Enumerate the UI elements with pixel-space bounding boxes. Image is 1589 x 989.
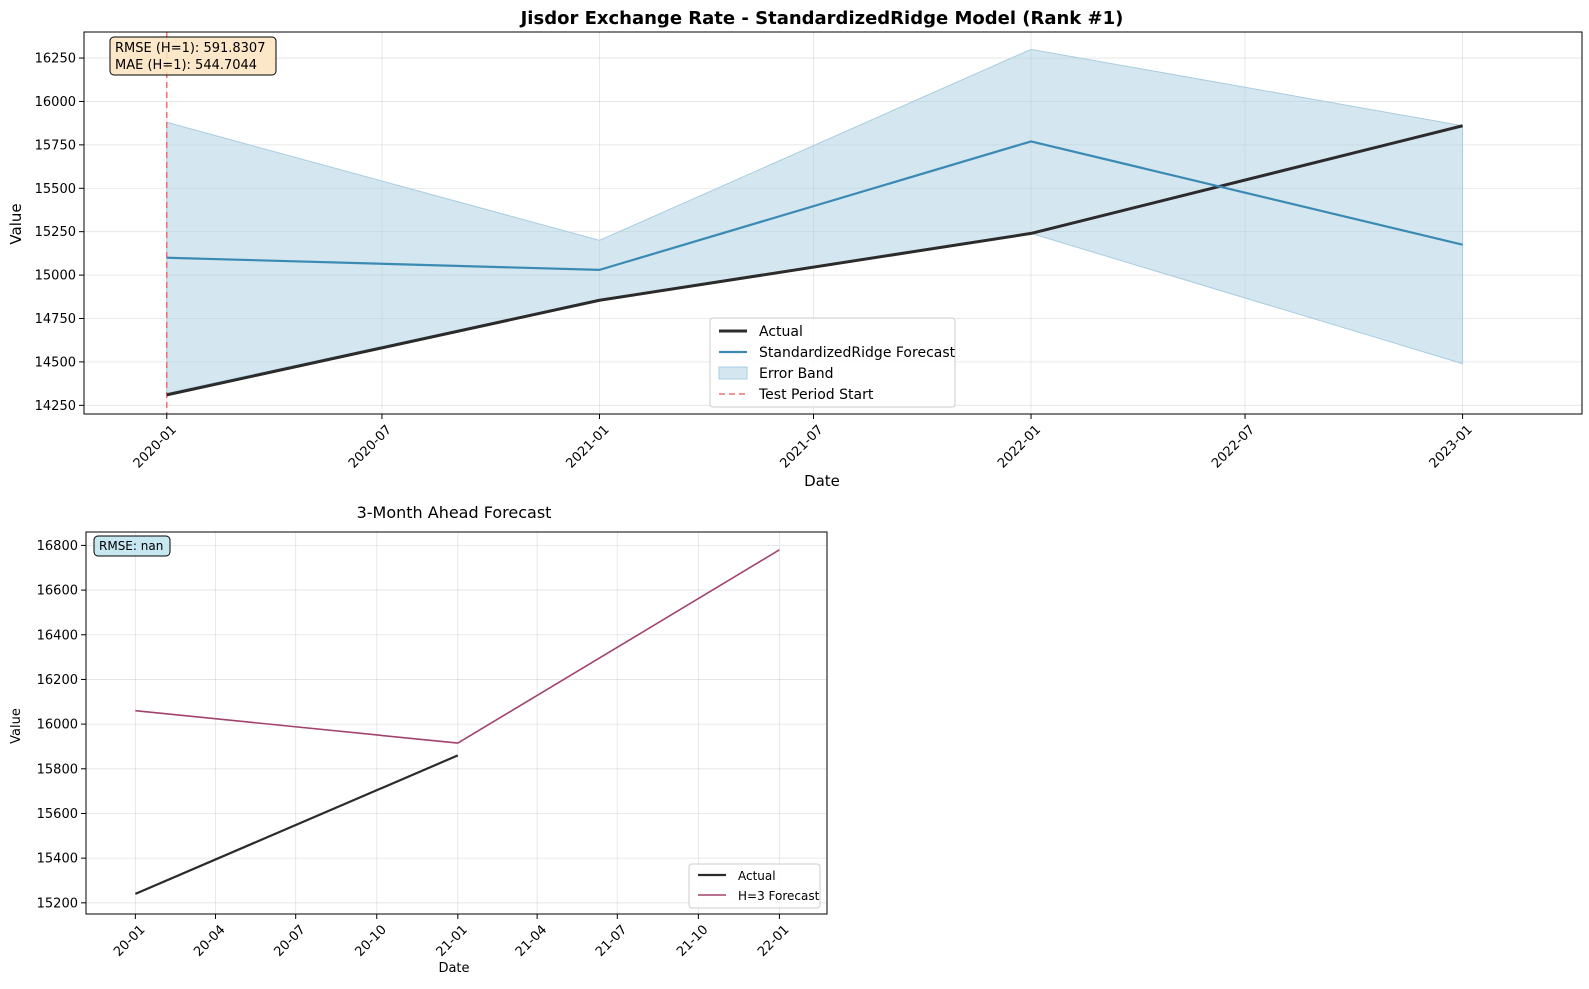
chart-1-y-tick-label: 16250 bbox=[35, 52, 76, 67]
chart-2-y-tick-label: 16400 bbox=[37, 628, 78, 643]
chart-1-y-tick-label: 15750 bbox=[35, 138, 76, 153]
chart-1-y-tick-label: 14750 bbox=[35, 312, 76, 327]
chart-1-series-standardizedridge-forecast-line bbox=[166, 140, 1463, 271]
chart-2-plot-frame bbox=[85, 531, 828, 915]
chart-1-legend-label-actual: Actual bbox=[759, 324, 803, 340]
chart-2-annotation-line: RMSE: nan bbox=[99, 539, 163, 553]
chart-1-legend-label-error-band: Error Band bbox=[759, 366, 834, 382]
chart-2-annotation-box bbox=[93, 535, 171, 557]
chart-2-title: 3-Month Ahead Forecast bbox=[357, 503, 552, 522]
chart-1-annotation-box bbox=[109, 36, 277, 76]
chart-2-y-tick-label: 16000 bbox=[37, 718, 78, 733]
chart-2-metrics-annotation: RMSE: nan bbox=[93, 535, 171, 557]
chart-2-y-tick-label: 16800 bbox=[37, 539, 78, 554]
chart-1-legend-swatch-error-band bbox=[718, 366, 748, 380]
chart-1-legend-box bbox=[709, 317, 956, 408]
chart-1-annotation-line: RMSE (H=1): 591.8307 bbox=[115, 41, 265, 56]
chart-2-y-tick-label: 15200 bbox=[37, 896, 78, 911]
chart-1-metrics-annotation: RMSE (H=1): 591.8307 MAE (H=1): 544.7044 bbox=[109, 36, 277, 76]
chart-2-y-tick-label: 15600 bbox=[37, 807, 78, 822]
chart-1-y-tick-label: 16000 bbox=[35, 95, 76, 110]
chart-2-legend-label-h-3-forecast: H=3 Forecast bbox=[738, 889, 820, 903]
chart-1-y-tick-label: 15250 bbox=[35, 225, 76, 240]
chart-2-y-tick-label: 16600 bbox=[37, 584, 78, 599]
chart-2-xlabel: Date bbox=[438, 961, 469, 976]
chart-2-legend-label-actual: Actual bbox=[738, 869, 776, 883]
chart-1-annotation-line: MAE (H=1): 544.7044 bbox=[115, 58, 257, 73]
chart-1-xlabel: Date bbox=[804, 472, 840, 490]
chart-1-ylabel: Value bbox=[7, 203, 25, 244]
chart-1-series-actual-line bbox=[166, 124, 1463, 397]
chart-2-y-tick-label: 15800 bbox=[37, 762, 78, 777]
chart-1-legend-label-standardizedridge-forecast: StandardizedRidge Forecast bbox=[759, 345, 956, 361]
chart-1-y-tick-label: 15500 bbox=[35, 182, 76, 197]
chart-2-y-tick-label: 16200 bbox=[37, 673, 78, 688]
chart-1-y-tick-label: 14500 bbox=[35, 355, 76, 370]
chart-1-title: Jisdor Exchange Rate - StandardizedRidge… bbox=[519, 8, 1124, 29]
chart-1-y-tick-label: 14250 bbox=[35, 399, 76, 414]
chart-2-series-h-3-forecast-line bbox=[135, 549, 780, 744]
chart-1-plot-frame bbox=[83, 31, 1583, 415]
chart-1-legend-label-test-period-start: Test Period Start bbox=[758, 387, 874, 403]
chart-1-y-tick-label: 15000 bbox=[35, 269, 76, 284]
chart-2-series-actual-line bbox=[134, 754, 459, 895]
chart-2-ylabel: Value bbox=[9, 708, 24, 744]
chart-2-y-tick-label: 15400 bbox=[37, 852, 78, 867]
